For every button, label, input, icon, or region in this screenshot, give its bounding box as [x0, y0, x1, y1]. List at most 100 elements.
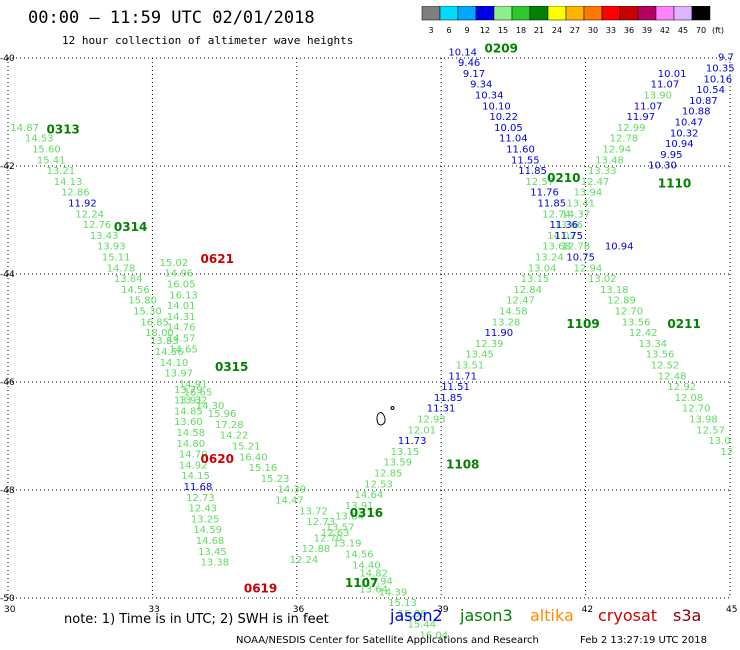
- wave-height-value: 15.23: [261, 474, 290, 485]
- wave-height-value: 13.28: [492, 317, 521, 328]
- legend-label: 9: [464, 26, 469, 35]
- island-outline: [376, 406, 395, 426]
- wave-height-value: 14.22: [220, 431, 249, 442]
- wave-height-value: 13.48: [595, 155, 624, 166]
- wave-height-value: 15.02: [160, 258, 189, 269]
- wave-height-value: 16.04: [420, 631, 449, 642]
- wave-height-value: 11.85: [434, 393, 463, 404]
- wave-height-value: 18.00: [145, 328, 174, 339]
- legend-label: 24: [552, 26, 562, 35]
- wave-height-value: 13.84: [335, 512, 364, 523]
- wave-height-value: 12.63: [321, 528, 350, 539]
- wave-height-value: 12.01: [408, 425, 437, 436]
- islet-shape: [390, 406, 395, 410]
- wave-height-value: 13.91: [174, 396, 203, 407]
- lat-tick-label: -50: [0, 594, 15, 604]
- legend-label: 45: [678, 26, 688, 35]
- wave-height-value: 12.43: [189, 504, 218, 515]
- wave-height-value: 14.40: [352, 560, 381, 571]
- wave-height-value: 14.01: [167, 301, 196, 312]
- wave-height-tracks: 14.8714.5315.6015.4113.2114.1312.8611.92…: [10, 47, 734, 641]
- wave-height-value: 13.68: [542, 242, 571, 253]
- legend-label: 30: [588, 26, 598, 35]
- wave-height-value: 11.75: [554, 231, 583, 242]
- wave-height-value: 13.51: [456, 361, 485, 372]
- legend-label: 15: [498, 26, 508, 35]
- wave-height-value: 12.78: [562, 242, 591, 253]
- wave-height-value: 15.30: [133, 307, 162, 318]
- wave-height-value: 14.56: [155, 347, 184, 358]
- wave-height-value: 12.76: [83, 220, 112, 231]
- wave-height-value: 9.17: [463, 69, 485, 80]
- wave-height-value: 9.7: [718, 53, 734, 64]
- pass-time-label: 1108: [446, 457, 479, 471]
- wave-height-value: 13.25: [191, 514, 220, 525]
- wave-height-value: 14.13: [54, 177, 83, 188]
- wave-height-value: 13.90: [643, 91, 672, 102]
- wave-height-value: 10.14: [448, 47, 477, 58]
- wave-height-value: 14.87: [10, 123, 39, 134]
- wave-height-value: 14.31: [167, 312, 196, 323]
- wave-height-value: 11.73: [398, 436, 427, 447]
- wave-height-value: 12: [720, 447, 733, 458]
- wave-height-value: 15.44: [408, 620, 437, 631]
- wave-height-value: 17.28: [215, 420, 244, 431]
- wave-height-value: 13.04: [528, 263, 557, 274]
- legend-label: 27: [570, 26, 580, 35]
- wave-height-value: 13.34: [639, 339, 668, 350]
- wave-height-value: 10.75: [566, 253, 595, 264]
- wave-height-value: 12.88: [302, 544, 331, 555]
- wave-height-value: 12.42: [629, 328, 658, 339]
- satellite-name: altika: [530, 606, 574, 625]
- wave-height-value: 12.70: [682, 404, 711, 415]
- wave-height-value: 13.59: [383, 458, 412, 469]
- wave-height-value: 12.48: [658, 371, 687, 382]
- wave-height-value: 16.85: [140, 317, 169, 328]
- wave-height-value: 10.22: [489, 112, 518, 123]
- wave-height-value: 15.60: [32, 145, 61, 156]
- wave-height-value: 14.56: [345, 550, 374, 561]
- legend-label: 33: [606, 26, 616, 35]
- wave-height-value: 13.72: [299, 506, 328, 517]
- wave-height-value: 16.40: [239, 452, 268, 463]
- pass-time-label: 0211: [667, 317, 700, 331]
- wave-height-value: 11.90: [485, 328, 514, 339]
- wave-height-value: 14.10: [160, 358, 189, 369]
- wave-height-value: 12.84: [513, 285, 542, 296]
- pass-time-label: 0313: [47, 123, 80, 137]
- wave-height-value: 12.99: [617, 123, 646, 134]
- lon-tick-label: 45: [726, 605, 737, 615]
- lat-tick-label: -46: [0, 378, 15, 388]
- lon-tick-label: 30: [4, 605, 16, 615]
- wave-height-value: 15.86: [398, 609, 427, 620]
- legend-label: 12: [480, 26, 490, 35]
- pass-time-label: 0209: [485, 42, 518, 56]
- wave-height-value: 13.19: [333, 539, 362, 550]
- wave-height-value: 13.93: [97, 242, 126, 253]
- pass-time-label: 0621: [201, 252, 234, 266]
- wave-height-value: 14.47: [275, 496, 304, 507]
- wave-height-value: 11.71: [448, 371, 477, 382]
- wave-height-value: 16.13: [169, 290, 198, 301]
- legend-label: 70: [696, 26, 706, 35]
- axis-labels: 30 33 36 39 42 45 -40 -42 -44 -46 -48 -50: [0, 54, 737, 615]
- lon-tick-label: 39: [437, 605, 449, 615]
- units-note: note: 1) Time is in UTC; 2) SWH is in fe…: [64, 612, 329, 627]
- wave-height-value: 12.93: [417, 415, 446, 426]
- wave-height-value: 11.07: [634, 101, 663, 112]
- wave-height-value: 13.79: [174, 385, 203, 396]
- wave-height-value: 13.02: [588, 274, 617, 285]
- wave-height-value: 12.74: [542, 209, 571, 220]
- wave-height-value: 13.45: [198, 547, 227, 558]
- wave-height-value: 13.66: [554, 220, 583, 231]
- wave-height-value: 14.56: [121, 285, 150, 296]
- wave-height-value: 11.55: [511, 155, 540, 166]
- wave-height-value: 11.85: [537, 199, 566, 210]
- pass-time-label: 1110: [658, 177, 691, 191]
- wave-height-value: 11.31: [427, 404, 456, 415]
- wave-height-value: 11.07: [651, 80, 680, 91]
- wave-height-value: 13.41: [566, 199, 595, 210]
- color-legend: 3 6 9 12 15 18 21 24 27 30 33 36 39 42 45 70 (ft): [421, 6, 724, 35]
- wave-height-value: 13.84: [114, 274, 143, 285]
- wave-height-value: 10.94: [605, 242, 634, 253]
